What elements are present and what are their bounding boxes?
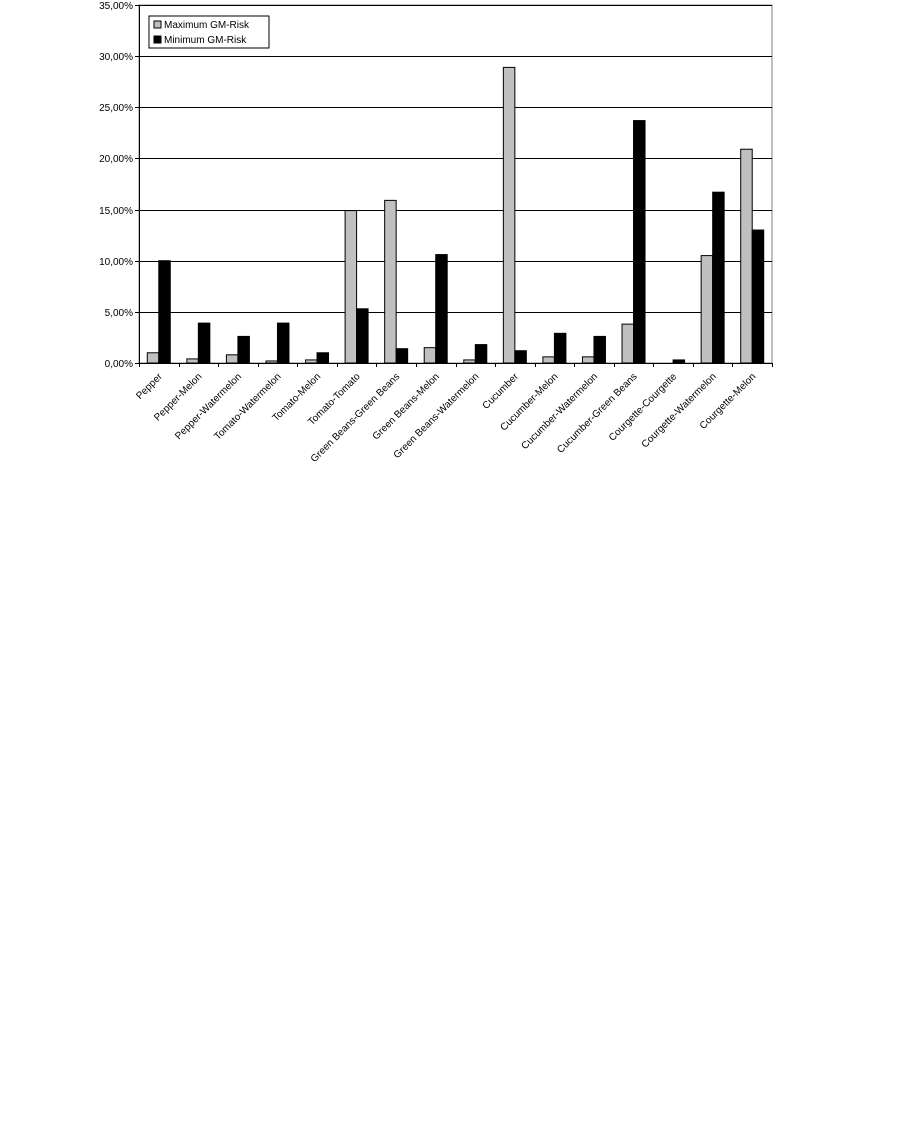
bar-maximum-cucumber-watermelon xyxy=(581,356,595,364)
y-tick-labels: 0,00% 5,00% 10,00% 15,00% 20,00% 25,00% 30,00%… xyxy=(99,1,133,370)
y-tick-label: 15,00% xyxy=(99,206,133,217)
legend: Maximum GM-Risk Minimum GM-Risk xyxy=(148,15,270,49)
x-tick-label: Tomato-Watermelon xyxy=(212,371,283,442)
bar-minimum-green-beans-melon xyxy=(435,254,448,364)
bar-minimum-green-beans-watermelon xyxy=(474,344,488,364)
x-tick-label: Cucumber-Watermelon xyxy=(519,371,600,452)
bar-maximum-tomato-watermelon xyxy=(265,360,278,364)
y-tick-label: 25,00% xyxy=(99,103,133,114)
bar-maximum-green-beans-green-beans xyxy=(384,199,397,364)
bar-maximum-pepper xyxy=(146,352,160,364)
bar-maximum-cucumber-green-beans xyxy=(621,323,635,364)
bar-maximum-cucumber-melon xyxy=(542,356,555,364)
bar-minimum-cucumber xyxy=(514,350,527,364)
axes xyxy=(135,5,773,367)
legend-swatch-maximum xyxy=(153,20,162,29)
legend-swatch-minimum xyxy=(153,35,162,44)
bar-maximum-green-beans-watermelon xyxy=(463,359,476,364)
bar-minimum-tomato-melon xyxy=(316,352,330,364)
y-tick-label: 35,00% xyxy=(99,1,133,12)
bar-minimum-courgette-melon xyxy=(751,229,765,364)
bar-maximum-pepper-melon xyxy=(186,358,199,364)
x-tick-label: Pepper-Watermelon xyxy=(173,371,244,442)
legend-label-maximum: Maximum GM-Risk xyxy=(164,20,250,31)
bar-minimum-cucumber-green-beans xyxy=(633,120,646,364)
x-tick-labels: PepperPepper-MelonPepper-WatermelonTomat… xyxy=(134,371,758,465)
bar-minimum-cucumber-watermelon xyxy=(593,335,606,364)
bar-maximum-pepper-watermelon xyxy=(225,354,239,364)
legend-label-minimum: Minimum GM-Risk xyxy=(164,35,247,46)
y-tick-label: 30,00% xyxy=(99,52,133,63)
x-tick-label: Cucumber-Green Beans xyxy=(555,371,639,455)
bar-minimum-courgette-courgette xyxy=(672,359,686,364)
y-tick-label: 20,00% xyxy=(99,154,133,165)
x-tick-label: Pepper xyxy=(134,371,165,402)
plot-area xyxy=(138,4,773,364)
bars xyxy=(146,66,765,364)
x-tick-label: Cucumber xyxy=(481,371,522,412)
bar-minimum-tomato-watermelon xyxy=(276,322,290,364)
bar-maximum-courgette-melon xyxy=(740,148,753,364)
bar-maximum-tomato-tomato xyxy=(344,210,358,364)
bar-minimum-pepper-watermelon xyxy=(237,335,250,364)
bar-minimum-cucumber-melon xyxy=(553,332,567,364)
x-tick-label: Green Beans-Watermelon xyxy=(392,371,482,461)
bar-minimum-tomato-tomato xyxy=(356,308,369,364)
legend-box xyxy=(148,15,270,49)
x-tick-label: Green Beans-Melon xyxy=(371,371,442,442)
bar-minimum-courgette-watermelon xyxy=(712,191,725,364)
bar-maximum-cucumber xyxy=(502,66,516,364)
bar-maximum-tomato-melon xyxy=(305,359,318,364)
bar-maximum-courgette-watermelon xyxy=(700,255,714,364)
x-tick-label: Courgette-Watermelon xyxy=(640,371,719,450)
bar-minimum-green-beans-green-beans xyxy=(395,348,409,364)
y-tick-label: 5,00% xyxy=(105,308,133,319)
x-tick-label: Courgette-Courgette xyxy=(607,371,680,444)
gridlines xyxy=(138,4,773,364)
bar-minimum-pepper-melon xyxy=(197,322,211,364)
y-tick-label: 10,00% xyxy=(99,257,133,268)
bar-minimum-pepper xyxy=(158,260,171,364)
bar-maximum-green-beans-melon xyxy=(423,347,437,364)
y-tick-label: 0,00% xyxy=(105,359,133,370)
